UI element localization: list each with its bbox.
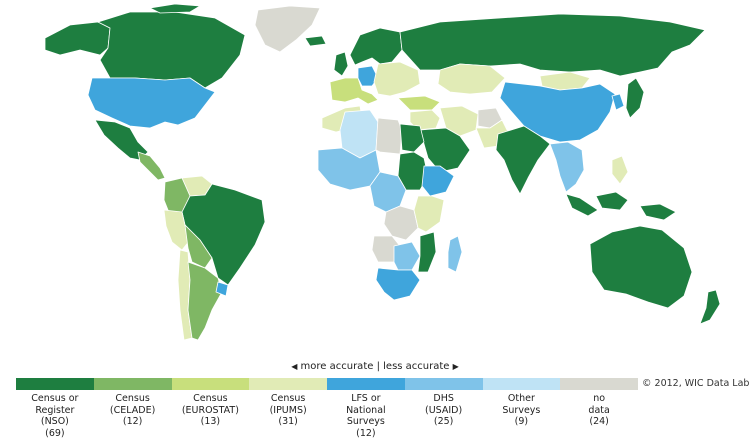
region-usa[interactable]	[88, 78, 215, 128]
region-mozambique[interactable]	[418, 232, 436, 272]
region-turkey[interactable]	[398, 96, 440, 110]
legend-item-line1: Census	[172, 393, 250, 405]
region-alaska[interactable]	[45, 22, 110, 55]
region-canada-islands[interactable]	[150, 4, 200, 13]
legend-item-count: (13)	[172, 416, 250, 428]
legend-item-line1: DHS	[405, 393, 483, 405]
legend-item-line1: Other	[483, 393, 561, 405]
legend-item-celade: Census (CELADE) (12)	[94, 393, 172, 439]
legend-item-nodata: no data (24)	[560, 393, 638, 439]
legend-item-line2: (EUROSTAT)	[172, 405, 250, 417]
legend-item-other: Other Surveys (9)	[483, 393, 561, 439]
accuracy-more-label: more accurate	[301, 361, 374, 372]
region-uk[interactable]	[334, 52, 348, 76]
region-ethiopia[interactable]	[422, 166, 454, 196]
legend-item-line1: LFS or	[327, 393, 405, 405]
legend-labels: Census or Register (NSO) (69) Census (CE…	[16, 393, 638, 439]
legend-item-line1: Census or Register	[16, 393, 94, 416]
region-eastern-europe[interactable]	[374, 62, 420, 96]
region-southern-africa[interactable]	[394, 242, 420, 270]
region-madagascar[interactable]	[448, 236, 462, 272]
region-indonesia-east[interactable]	[596, 192, 628, 210]
legend-item-nso: Census or Register (NSO) (69)	[16, 393, 94, 439]
region-canada[interactable]	[98, 12, 245, 88]
copyright-credit: © 2012, WIC Data Lab	[642, 378, 749, 390]
legend-item-line2: data	[560, 405, 638, 417]
legend-item-line1: Census	[94, 393, 172, 405]
legend-item-ipums: Census (IPUMS) (31)	[249, 393, 327, 439]
legend-item-count: (12)	[94, 416, 172, 428]
region-new-zealand[interactable]	[700, 290, 720, 324]
legend-swatch-nodata	[560, 378, 638, 390]
legend-swatch-celade	[94, 378, 172, 390]
accuracy-separator: |	[377, 361, 380, 372]
accuracy-indicator: ◀ more accurate | less accurate ▶	[0, 361, 750, 372]
legend-item-line1: no	[560, 393, 638, 405]
region-southeast-asia[interactable]	[550, 142, 584, 192]
legend-item-line2: National Surveys	[327, 405, 405, 428]
legend-swatch-nso	[16, 378, 94, 390]
legend-item-line2: (USAID)	[405, 405, 483, 417]
region-west-africa[interactable]	[318, 148, 380, 190]
region-central-america[interactable]	[138, 152, 165, 180]
legend-item-line1: Census	[249, 393, 327, 405]
legend-swatch-dhs	[405, 378, 483, 390]
legend-swatch-eurostat	[172, 378, 250, 390]
region-kenya-tanzania[interactable]	[414, 196, 444, 232]
legend-item-count: (69)	[16, 428, 94, 439]
region-iceland[interactable]	[305, 36, 326, 46]
legend-swatch-lfs	[327, 378, 405, 390]
left-arrow-icon: ◀	[291, 362, 297, 371]
legend-item-line2: (IPUMS)	[249, 405, 327, 417]
legend-item-count: (12)	[327, 428, 405, 439]
region-australia[interactable]	[590, 226, 692, 308]
legend-color-bar	[16, 378, 638, 390]
region-philippines[interactable]	[612, 156, 628, 184]
legend-item-eurostat: Census (EUROSTAT) (13)	[172, 393, 250, 439]
legend-item-count: (24)	[560, 416, 638, 428]
region-russia[interactable]	[400, 14, 705, 76]
legend-item-lfs: LFS or National Surveys (12)	[327, 393, 405, 439]
legend-item-count: (31)	[249, 416, 327, 428]
region-korea[interactable]	[612, 94, 624, 110]
region-egypt[interactable]	[400, 124, 424, 152]
legend-item-count: (9)	[483, 416, 561, 428]
region-dr-congo[interactable]	[384, 206, 418, 240]
legend-item-line2: Surveys	[483, 405, 561, 417]
legend-item-line2: (CELADE)	[94, 405, 172, 417]
region-scandinavia[interactable]	[350, 28, 402, 65]
legend-item-dhs: DHS (USAID) (25)	[405, 393, 483, 439]
right-arrow-icon: ▶	[453, 362, 459, 371]
legend-swatch-other	[483, 378, 561, 390]
region-south-africa[interactable]	[376, 268, 420, 300]
world-map	[0, 0, 750, 355]
region-indonesia[interactable]	[566, 194, 598, 216]
legend-swatch-ipums	[249, 378, 327, 390]
region-kazakhstan[interactable]	[438, 64, 505, 94]
region-indonesia-papua[interactable]	[640, 204, 676, 220]
accuracy-less-label: less accurate	[383, 361, 449, 372]
legend-item-line2: (NSO)	[16, 416, 94, 428]
region-libya[interactable]	[376, 118, 402, 154]
region-japan[interactable]	[626, 78, 644, 118]
legend-item-count: (25)	[405, 416, 483, 428]
